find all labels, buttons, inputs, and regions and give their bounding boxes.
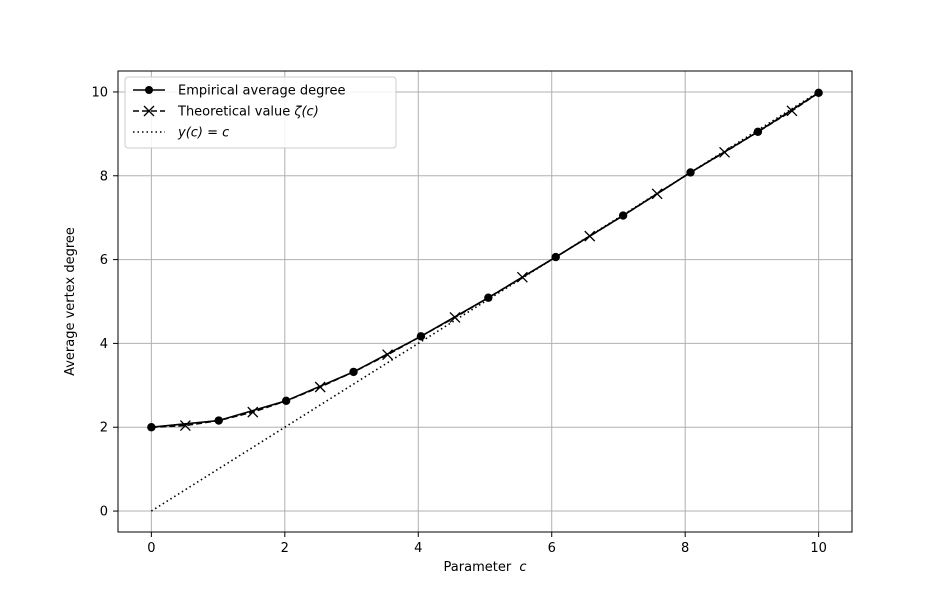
series-0-point-7 <box>618 211 628 220</box>
legend-box <box>124 76 397 149</box>
x-tick-label-1: 2 <box>281 541 289 556</box>
series-0-point-4 <box>416 332 426 341</box>
series-0-point-1 <box>214 416 223 425</box>
series-layer <box>147 88 823 512</box>
plot-frame <box>117 70 853 533</box>
y-tick-label-0: 0 <box>100 505 108 520</box>
y-tick-label-3: 6 <box>100 253 108 268</box>
x-tick-label-0: 0 <box>147 541 155 556</box>
legend-label-theoretical: Theoretical value ζ(c) <box>177 105 319 120</box>
legend-label-empirical: Empirical average degree <box>178 84 345 99</box>
y-axis-label: Average vertex degree <box>63 227 78 376</box>
legend-marker-empirical <box>145 86 153 94</box>
x-tick-label-3: 6 <box>548 541 556 556</box>
legend: Empirical average degree Theoretical val… <box>124 76 397 149</box>
legend-entry-theoretical: Theoretical value ζ(c) <box>133 105 319 120</box>
legend-label-identity: y(c) = c <box>177 126 229 141</box>
series-1-point-1 <box>179 420 191 432</box>
series-line-2 <box>150 91 820 512</box>
x-axis-label-text: Parameter <box>444 560 512 575</box>
x-tick-label-5: 10 <box>810 541 827 556</box>
series-0-point-10 <box>814 88 823 97</box>
y-tick-label-1: 2 <box>100 421 108 436</box>
legend-entry-identity: y(c) = c <box>133 126 229 141</box>
legend-entry-empirical: Empirical average degree <box>133 84 345 99</box>
y-tick-label-4: 8 <box>100 169 108 184</box>
legend-label-theoretical-math: ζ(c) <box>293 105 318 120</box>
legend-x-marker <box>143 105 155 117</box>
y-tick-label-5: 10 <box>91 85 108 100</box>
x-axis-label: Parameter c <box>444 560 527 575</box>
series-0-point-0 <box>147 423 156 432</box>
x-tick-label-2: 4 <box>414 541 422 556</box>
series-0-point-9 <box>753 127 763 136</box>
axis-ticks: 0 2 4 6 8 10 0 2 4 6 8 10 <box>91 85 826 556</box>
y-tick-label-2: 4 <box>100 337 108 352</box>
legend-marker-theoretical <box>143 105 155 117</box>
series-0-point-5 <box>484 293 493 302</box>
series-0-point-3 <box>349 367 358 377</box>
series-0-point-8 <box>686 168 695 177</box>
series-0-point-2 <box>281 396 291 406</box>
series-0-point-6 <box>551 252 560 262</box>
x-axis-label-variable: c <box>519 560 526 575</box>
legend-label-theoretical-text: Theoretical value <box>177 105 294 120</box>
x-tick-label-4: 8 <box>681 541 689 556</box>
